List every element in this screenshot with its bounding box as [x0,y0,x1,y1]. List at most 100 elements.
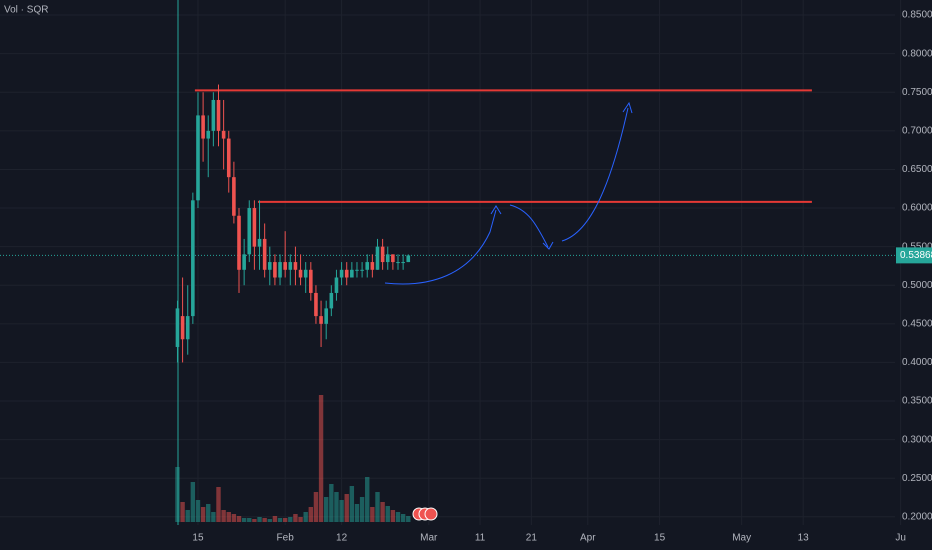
candle-body [201,115,205,139]
arrow-path [509,204,549,248]
candle-body [267,262,272,270]
arrow-head [490,205,502,215]
candle-body [309,269,313,293]
candle-body [226,138,231,178]
candle-body [206,130,211,139]
drawing-arrows [384,101,633,285]
candle-body [324,308,329,324]
candle-body [406,255,411,263]
volume-bar [252,519,257,522]
volume-bar [324,497,329,522]
x-tick-label: 15 [654,533,666,544]
volume-bar [206,504,211,522]
candle-body [396,262,400,264]
candle-body [242,254,246,270]
x-tick-label: Ju [895,533,906,544]
event-icons [412,507,438,521]
candle-body [385,254,390,263]
volume-bar [339,500,344,522]
x-tick-label: 11 [475,533,486,544]
volume-bar [200,507,206,522]
candle-body [360,269,364,271]
volume-bar [365,477,370,522]
candle-body [344,269,349,278]
x-tick-label: 15 [192,533,204,544]
volume-bar [359,497,365,522]
candle-body [283,262,287,270]
candle-body [391,254,395,263]
volume-bar [236,516,242,522]
volume-bar [190,482,196,522]
volume-bar [308,507,314,522]
arrow-head [542,241,554,250]
candle-body [211,99,216,131]
volume-bar [247,518,252,522]
volume-bar [390,510,396,522]
candle-body [237,215,241,270]
volume-bar [344,494,349,522]
candle-body [329,292,334,309]
candle-body [185,316,190,340]
volume-bar [334,492,339,522]
volume-pane [175,395,411,522]
chart-title: Vol · SQR [4,5,48,16]
volume-bar [329,484,334,522]
candle-body [247,208,252,255]
volume-bar [272,516,278,522]
volume-bar [293,514,298,522]
volume-bar [288,517,293,522]
volume-bar [231,514,237,522]
volume-bar [226,512,231,522]
candle-body [221,130,226,139]
volume-bar [354,504,360,522]
volume-bar [395,512,401,522]
volume-bar [241,518,247,522]
volume-bar [298,517,303,522]
candle-body [288,262,293,270]
volume-bar [406,516,411,522]
candle-body [365,262,370,270]
candle-body [334,277,339,293]
volume-bar [262,518,267,522]
volume-bar [349,486,355,522]
arrow-path [561,107,629,242]
candle-body [191,200,195,317]
volume-bar [180,502,185,522]
x-tick-label: 21 [526,533,538,544]
candle-body [314,292,318,317]
candle-body [370,262,375,270]
volume-bar [277,518,283,522]
last-price-box [896,247,932,264]
candle-body [375,246,380,270]
volume-bar [370,507,375,522]
levels [0,89,895,256]
candle-body [339,269,344,278]
volume-bar [267,519,272,522]
volume-bar [216,487,221,522]
candle-body [401,262,405,264]
candle-body [175,308,180,347]
volume-bar [175,467,180,522]
candle-body [293,262,298,270]
candle-body [252,208,257,247]
candle-body [298,269,303,278]
volume-bar [185,510,190,522]
candle-body [355,269,359,271]
arrow-head [622,101,633,114]
candle-body [216,99,221,131]
volume-bar [318,395,324,522]
volume-bar [313,492,319,522]
